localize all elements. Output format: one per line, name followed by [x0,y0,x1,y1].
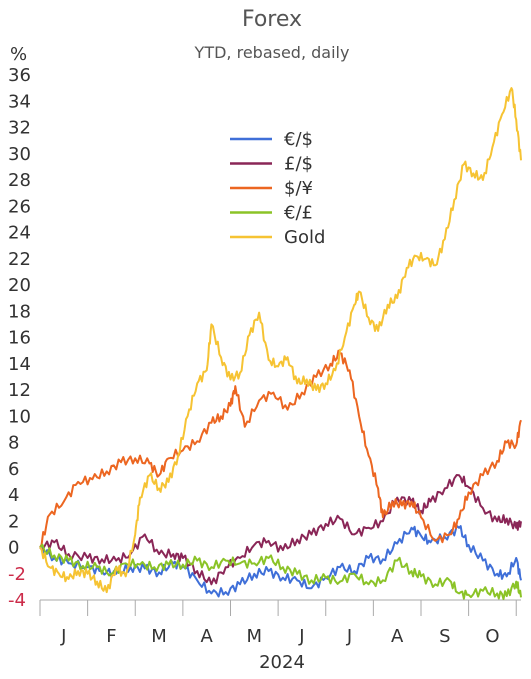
x-tick-label: S [439,626,450,647]
chart-title: Forex [242,7,302,32]
y-tick-label: 4 [8,485,19,506]
y-tick-label: 14 [8,354,31,375]
x-tick-label: F [106,626,116,647]
x-axis-label: 2024 [259,652,305,673]
x-tick-label: A [391,626,404,647]
legend-label: €/$ [284,129,313,150]
series-line [39,349,522,548]
y-tick-label: 12 [8,380,31,401]
y-tick-label: 16 [8,328,31,349]
y-tick-label: 26 [8,196,31,217]
y-tick-label: 0 [8,538,19,559]
y-tick-label: -2 [8,564,26,585]
y-tick-label: 30 [8,144,31,165]
y-tick-label: 28 [8,170,31,191]
x-tick-label: J [60,626,66,647]
series-line [39,87,522,594]
legend-label: Gold [284,227,325,248]
series-line [39,543,522,601]
y-tick-label: 36 [8,65,31,86]
y-tick-label: 32 [8,118,31,139]
y-tick-label: -4 [8,590,26,611]
y-tick-label: 2 [8,511,19,532]
y-tick-label: 22 [8,249,31,270]
y-tick-label: 6 [8,459,19,480]
x-tick-label: M [247,626,263,647]
y-tick-label: 34 [8,91,31,112]
x-tick-label: J [346,626,352,647]
x-tick-label: J [298,626,304,647]
series-layer [39,87,522,601]
x-tick-label: O [485,626,499,647]
legend-label: €/£ [284,203,313,224]
y-tick-label: 24 [8,223,31,244]
chart-subtitle: YTD, rebased, daily [194,43,350,62]
y-tick-label: 8 [8,433,19,454]
x-tick-label: A [201,626,214,647]
legend-label: £/$ [284,154,313,175]
x-tick-label: M [151,626,167,647]
legend: €/$ £/$ $/¥ €/£ Gold [230,129,325,248]
legend-label: $/¥ [284,178,313,199]
series-line [39,524,522,598]
y-tick-label: 10 [8,406,31,427]
y-tick-label: 18 [8,301,31,322]
y-unit-label: % [10,44,27,65]
y-tick-label: 20 [8,275,31,296]
